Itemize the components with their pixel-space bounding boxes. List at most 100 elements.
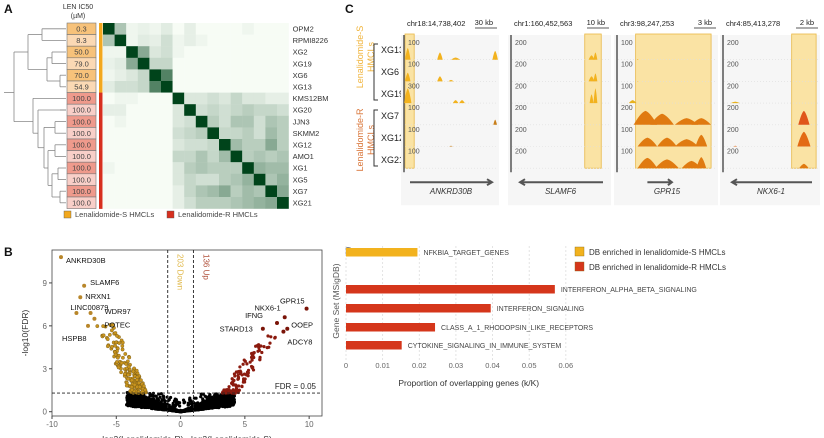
point-down bbox=[115, 360, 119, 364]
point-down bbox=[126, 376, 131, 381]
heatmap-cell bbox=[161, 81, 173, 93]
point-down bbox=[132, 382, 137, 387]
point-down bbox=[105, 337, 110, 342]
gene-arrow bbox=[730, 178, 812, 187]
signal-peak bbox=[691, 118, 712, 125]
signal-peak bbox=[588, 76, 595, 82]
heatmap-cell bbox=[242, 162, 254, 174]
signal-peak bbox=[797, 131, 811, 147]
heatmap-cell bbox=[195, 23, 208, 35]
heatmap-cell bbox=[219, 162, 231, 174]
ic50-value: 8.3 bbox=[76, 36, 86, 45]
heatmap-cell bbox=[126, 150, 138, 163]
ic50-value: 50.0 bbox=[74, 48, 89, 57]
heatmap-cell bbox=[230, 23, 243, 35]
heatmap-cell bbox=[114, 34, 127, 47]
ic50-value: 100.0 bbox=[72, 141, 91, 150]
heatmap-cell bbox=[103, 197, 115, 209]
signal-peak bbox=[493, 119, 497, 125]
x-tick-label: 0.06 bbox=[559, 361, 574, 370]
group-bar-segment bbox=[99, 197, 103, 209]
track-ymax: 200 bbox=[727, 40, 739, 47]
cell-line-label: XG13 bbox=[293, 83, 312, 92]
heatmap-cell bbox=[126, 92, 138, 105]
heatmap-cell bbox=[253, 139, 266, 151]
signal-peak bbox=[681, 160, 702, 169]
point-ns bbox=[224, 396, 228, 400]
heatmap-cell bbox=[172, 57, 185, 70]
heatmap-cell bbox=[126, 23, 138, 35]
heatmap-cell bbox=[137, 23, 150, 35]
point-ns bbox=[227, 395, 231, 399]
bar bbox=[346, 341, 402, 350]
heatmap-cell bbox=[265, 173, 278, 186]
heatmap-cell bbox=[184, 57, 196, 70]
point-ns bbox=[218, 399, 222, 404]
point-up bbox=[238, 369, 242, 373]
point-ns bbox=[219, 404, 223, 408]
heatmap-cell bbox=[219, 115, 231, 128]
gene-point-label: GPR15 bbox=[280, 297, 305, 306]
heatmap-cell bbox=[242, 185, 254, 198]
point-down bbox=[129, 378, 134, 383]
heatmap-cell bbox=[230, 92, 243, 105]
heatmap-cell bbox=[277, 104, 289, 116]
signal-peak bbox=[437, 76, 443, 82]
x-tick-label: 0.02 bbox=[412, 361, 427, 370]
heatmap-cell bbox=[277, 92, 289, 105]
point-ns bbox=[131, 398, 136, 402]
heatmap-cell bbox=[195, 127, 208, 140]
heatmap-cell bbox=[114, 92, 127, 105]
point-ns bbox=[229, 394, 234, 398]
heatmap-cell bbox=[230, 115, 243, 128]
heatmap-cell bbox=[172, 127, 185, 140]
heatmap-cell bbox=[114, 115, 127, 128]
track-ymax: 200 bbox=[621, 105, 633, 112]
heatmap-cell bbox=[114, 173, 127, 186]
heatmap-cell bbox=[195, 173, 208, 186]
heatmap-cell bbox=[126, 197, 138, 209]
point-down bbox=[120, 347, 125, 352]
legend-label: DB enriched in lenalidomide-S HMCLs bbox=[589, 248, 726, 257]
heatmap-cell bbox=[207, 57, 220, 70]
signal-peak bbox=[588, 55, 595, 60]
heatmap-cell bbox=[242, 34, 254, 47]
gene-point-label: ANKRD30B bbox=[66, 256, 106, 265]
track-ymax: 200 bbox=[515, 62, 527, 69]
panel-c-tracks: Lenalidomide-SHMCLsLenalidomide-RHMCLsXG… bbox=[355, 18, 820, 206]
heatmap-cell bbox=[230, 34, 243, 47]
highlight-region bbox=[635, 33, 712, 169]
heatmap-cell bbox=[149, 127, 162, 140]
point-down bbox=[127, 364, 131, 369]
heatmap-cell bbox=[149, 92, 162, 105]
heatmap-cell bbox=[242, 81, 254, 93]
labeled-point bbox=[59, 255, 63, 260]
x-tick-label: 0.04 bbox=[485, 361, 500, 370]
heatmap-cell bbox=[103, 115, 115, 128]
point-down bbox=[107, 333, 112, 337]
heatmap-cell bbox=[172, 115, 185, 128]
point-ns bbox=[174, 398, 178, 402]
x-tick-label: 5 bbox=[243, 420, 248, 429]
plot-frame bbox=[51, 249, 323, 417]
heatmap-cell bbox=[253, 150, 266, 163]
scale-label: 3 kb bbox=[698, 18, 712, 27]
track-ymax: 100 bbox=[408, 62, 420, 69]
heatmap-cell bbox=[172, 104, 185, 116]
heatmap-cell bbox=[207, 46, 220, 58]
heatmap-cell bbox=[230, 150, 243, 163]
sample-label: XG6 bbox=[381, 67, 399, 77]
track-ymax: 100 bbox=[621, 149, 633, 156]
ic50-value: 79.0 bbox=[74, 59, 89, 68]
signal-peak bbox=[637, 157, 658, 169]
heatmap-cell bbox=[149, 173, 162, 186]
point-up bbox=[269, 335, 273, 339]
heatmap-cell bbox=[242, 197, 254, 209]
ic50-header-line1: LEN IC50 bbox=[62, 4, 94, 11]
bar bbox=[346, 285, 555, 294]
legend-swatch bbox=[574, 246, 585, 257]
labeled-point bbox=[281, 329, 286, 334]
heatmap-cell bbox=[277, 127, 289, 140]
cell-line-label: XG20 bbox=[293, 106, 312, 115]
point-ns bbox=[181, 409, 185, 413]
